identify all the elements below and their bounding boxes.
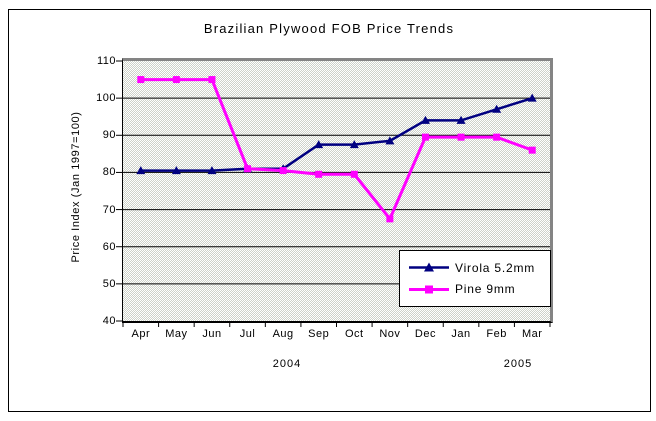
data-point-marker xyxy=(528,146,536,154)
y-tick-label: 100 xyxy=(96,92,116,105)
data-point-marker xyxy=(172,76,180,84)
y-tick-label: 70 xyxy=(102,203,116,216)
legend-key-icon xyxy=(409,285,449,294)
data-point-marker xyxy=(421,133,429,141)
legend-entry: Virola 5.2mm xyxy=(400,261,550,275)
data-point-marker xyxy=(137,76,145,84)
y-tick-label: 110 xyxy=(96,55,116,67)
y-axis-title: Price Index (Jan 1997=100) xyxy=(70,111,82,263)
x-tick-label: Feb xyxy=(486,328,507,340)
y-tick-label: 60 xyxy=(102,240,116,253)
x-tick-label: Dec xyxy=(414,328,436,340)
x-tick-label: Jul xyxy=(239,328,256,340)
data-point-marker xyxy=(527,93,537,102)
data-point-marker xyxy=(456,115,466,124)
legend-label: Virola 5.2mm xyxy=(455,260,536,275)
chart-title: Brazilian Plywood FOB Price Trends xyxy=(203,21,455,36)
y-tick-label: 90 xyxy=(102,129,116,142)
series-line xyxy=(140,96,533,172)
x-tick-label: Jun xyxy=(202,328,222,340)
data-point-marker xyxy=(171,166,181,175)
x-tick-label: Aug xyxy=(272,328,294,340)
data-point-marker xyxy=(386,215,394,223)
data-point-marker xyxy=(457,133,465,141)
plot-area xyxy=(116,58,553,327)
data-point-marker xyxy=(208,76,216,84)
legend: Virola 5.2mm Pine 9mm xyxy=(399,250,551,307)
data-point-marker xyxy=(420,115,430,124)
x-tick-label: Nov xyxy=(379,328,401,340)
legend-key-icon xyxy=(409,262,449,272)
data-point-marker xyxy=(136,166,146,175)
chart-canvas xyxy=(116,60,551,327)
y-axis-tick-labels: 110 100 90 80 70 60 50 40 xyxy=(84,55,116,327)
data-point-marker xyxy=(314,140,324,149)
x-tick-label: Sep xyxy=(308,328,330,340)
x-tick-label: Oct xyxy=(344,328,364,340)
data-point-marker xyxy=(385,136,395,145)
x-tick-label: Mar xyxy=(521,328,543,340)
x-tick-label: Jan xyxy=(451,328,471,340)
legend-entry: Pine 9mm xyxy=(400,282,550,296)
data-point-marker xyxy=(492,104,502,113)
data-point-marker xyxy=(279,167,287,175)
legend-label: Pine 9mm xyxy=(455,282,516,297)
data-point-marker xyxy=(493,133,501,141)
x-tick-label: May xyxy=(165,328,188,340)
year-label-2004: 2004 xyxy=(272,358,302,370)
series-line xyxy=(140,78,533,222)
y-tick-label: 40 xyxy=(102,315,116,327)
x-axis-tick-labels: Apr May Jun Jul Aug Sep Oct Nov Dec Jan Feb Mar xyxy=(123,328,550,342)
y-tick-label: 80 xyxy=(102,166,116,179)
year-label-2005: 2005 xyxy=(503,358,533,370)
x-tick-label: Apr xyxy=(131,328,151,340)
data-point-marker xyxy=(350,170,358,178)
data-point-marker xyxy=(207,166,217,175)
y-tick-label: 50 xyxy=(102,277,116,290)
data-point-marker xyxy=(244,165,252,173)
data-point-marker xyxy=(315,170,323,178)
data-point-marker xyxy=(349,140,359,149)
